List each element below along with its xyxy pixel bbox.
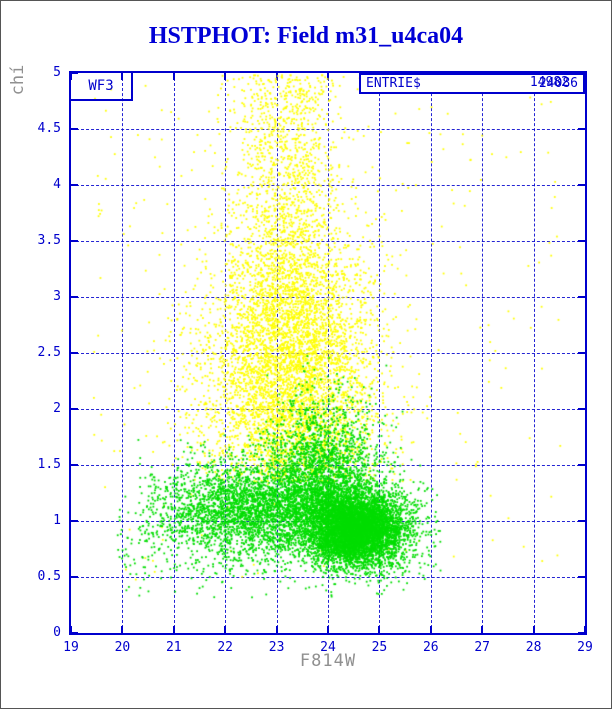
- tick-mark: [172, 73, 175, 80]
- y-tick-label: 1: [53, 513, 61, 528]
- x-tick-label: 21: [165, 640, 182, 655]
- y-tick-label: 2: [53, 401, 61, 416]
- tick-mark: [578, 408, 585, 410]
- gridline-horizontal: [71, 409, 585, 410]
- tick-mark: [71, 464, 78, 466]
- tick-mark: [578, 352, 585, 354]
- y-tick-label: 4: [53, 177, 61, 192]
- x-tick-label: 28: [525, 640, 542, 655]
- entries-box: ENTRIE$ 14982 24086: [359, 73, 585, 94]
- tick-mark: [172, 626, 175, 633]
- tick-mark: [71, 296, 78, 298]
- tick-mark: [71, 408, 78, 410]
- tick-mark: [578, 464, 585, 466]
- gridline-horizontal: [71, 465, 585, 466]
- y-axis-label: chí: [8, 64, 28, 96]
- tick-mark: [578, 576, 585, 578]
- tick-mark: [121, 626, 124, 633]
- x-tick-label: 20: [114, 640, 131, 655]
- gridline-horizontal: [71, 353, 585, 354]
- y-tick-label: 1.5: [37, 457, 61, 472]
- page-title: HSTPHOT: Field m31_u4ca04: [148, 23, 464, 49]
- tick-mark: [275, 626, 278, 633]
- y-tick-label: 2.5: [37, 345, 61, 360]
- gridline-horizontal: [71, 521, 585, 522]
- y-tick-label: 0: [53, 625, 61, 640]
- x-tick-label: 29: [577, 640, 593, 655]
- x-tick-label: 22: [217, 640, 234, 655]
- y-tick-label: 0.5: [37, 569, 61, 584]
- gridline-horizontal: [71, 241, 585, 242]
- tick-mark: [578, 128, 585, 130]
- tick-mark: [327, 626, 329, 633]
- tick-mark: [71, 576, 78, 578]
- tick-mark: [578, 632, 585, 634]
- gridline-horizontal: [71, 129, 585, 130]
- tick-mark: [578, 520, 585, 522]
- tick-mark: [578, 240, 585, 242]
- tick-mark: [71, 520, 78, 522]
- y-tick-label: 3: [53, 289, 61, 304]
- tick-mark: [71, 128, 78, 130]
- entries-label: ENTRIE$: [366, 76, 421, 91]
- tick-mark: [275, 73, 278, 80]
- tick-mark: [224, 626, 227, 633]
- x-tick-label: 23: [268, 640, 285, 655]
- x-tick-label: 25: [371, 640, 388, 655]
- tick-mark: [71, 632, 78, 634]
- entries-value-primary: 24086: [538, 76, 578, 91]
- tick-mark: [578, 184, 585, 186]
- tick-mark: [327, 73, 329, 80]
- y-tick-label: 3.5: [37, 233, 61, 248]
- gridline-horizontal: [71, 185, 585, 186]
- tick-mark: [578, 296, 585, 298]
- camera-label: WF3: [88, 78, 114, 94]
- y-tick-label: 4.5: [37, 121, 61, 136]
- tick-mark: [532, 626, 535, 633]
- x-tick-label: 26: [422, 640, 439, 655]
- x-tick-label: 19: [63, 640, 79, 655]
- tick-mark: [224, 73, 227, 80]
- tick-mark: [378, 626, 381, 633]
- gridline-horizontal: [71, 297, 585, 298]
- x-tick-label: 27: [474, 640, 491, 655]
- y-tick-label: 5: [53, 65, 61, 80]
- tick-mark: [71, 184, 78, 186]
- gridline-horizontal: [71, 577, 585, 578]
- x-tick-label: 24: [320, 640, 336, 655]
- tick-mark: [71, 352, 78, 354]
- tick-mark: [481, 626, 484, 633]
- camera-label-box: WF3: [71, 73, 133, 101]
- tick-mark: [71, 240, 78, 242]
- tick-mark: [429, 626, 432, 633]
- plot-frame: WF3 ENTRIE$ 14982 24086: [69, 71, 587, 635]
